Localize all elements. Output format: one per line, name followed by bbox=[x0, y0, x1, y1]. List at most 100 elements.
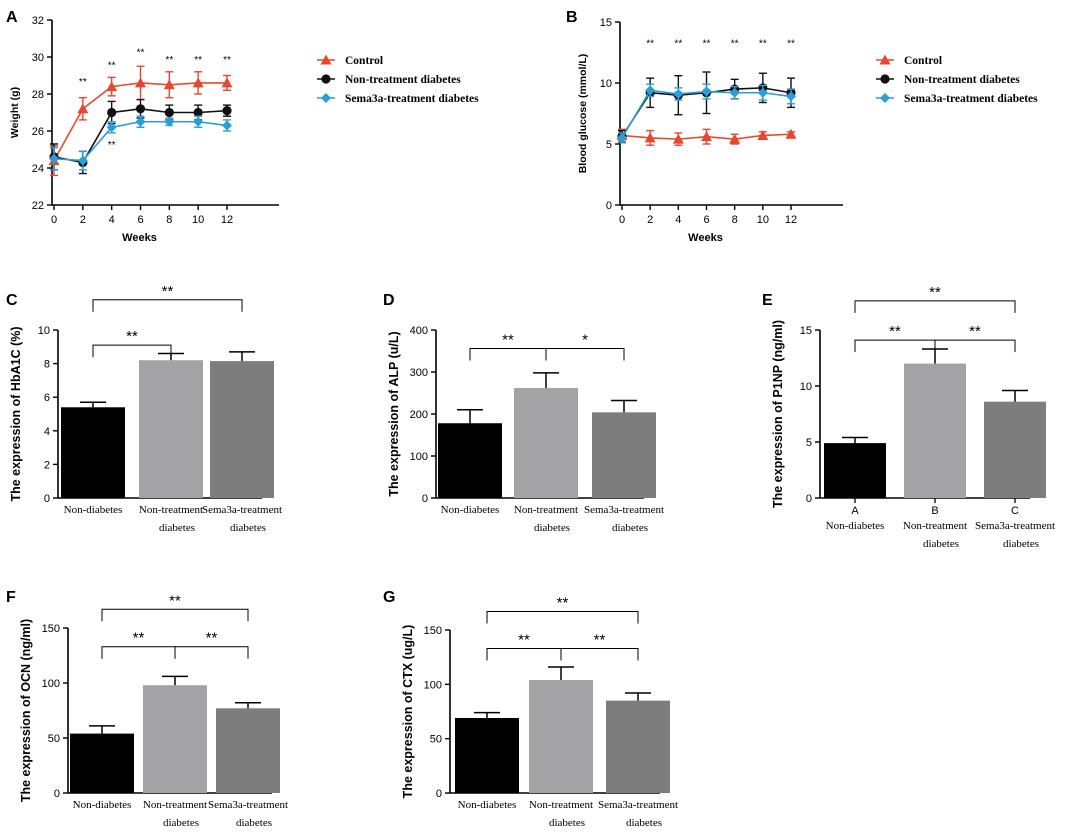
significance-mark: ** bbox=[557, 595, 569, 612]
series-nontreat: Non-treatment diabetes bbox=[617, 71, 1020, 144]
significance-mark: ** bbox=[133, 630, 145, 647]
significance-mark: ** bbox=[194, 55, 202, 66]
significance-mark: ** bbox=[126, 328, 138, 345]
data-point bbox=[757, 87, 768, 98]
bar bbox=[984, 401, 1046, 498]
significance-bracket bbox=[101, 646, 176, 659]
significance-bracket bbox=[854, 339, 936, 353]
y-axis-label: The expression of HbA1C (%) bbox=[9, 326, 23, 501]
y-tick-label: 4 bbox=[44, 426, 50, 438]
x-tick-label: 2 bbox=[647, 214, 653, 226]
category-tick-letter: A bbox=[851, 505, 859, 517]
y-tick-label: 10 bbox=[38, 325, 50, 337]
series-sema: Sema3a-treatment diabetes bbox=[617, 83, 1038, 144]
legend-label: Control bbox=[345, 55, 383, 67]
significance-bracket bbox=[545, 347, 625, 361]
bar bbox=[514, 387, 578, 498]
significance-mark: ** bbox=[165, 55, 173, 66]
y-tick-label: 10 bbox=[600, 78, 612, 90]
panel-letter: G bbox=[383, 589, 395, 606]
data-point bbox=[701, 86, 712, 97]
y-tick-label: 22 bbox=[32, 200, 44, 212]
y-tick-label: 50 bbox=[48, 733, 60, 745]
y-tick-label: 32 bbox=[32, 15, 44, 27]
bar bbox=[139, 360, 203, 498]
category-label-line2: diabetes bbox=[923, 538, 959, 550]
y-tick-label: 15 bbox=[600, 17, 612, 29]
significance-mark: ** bbox=[518, 631, 530, 648]
significance-mark: ** bbox=[594, 631, 606, 648]
x-tick-label: 12 bbox=[221, 214, 233, 226]
series-control: Control bbox=[48, 54, 383, 177]
legend-marker bbox=[879, 54, 891, 65]
significance-bracket bbox=[486, 647, 562, 661]
data-point bbox=[77, 103, 89, 114]
x-axis-label: Weeks bbox=[688, 232, 723, 244]
category-label-line2: diabetes bbox=[163, 817, 199, 829]
data-point bbox=[757, 129, 769, 140]
bar bbox=[455, 718, 519, 793]
significance-bracket bbox=[934, 339, 1016, 353]
x-tick-label: 10 bbox=[192, 214, 204, 226]
significance-mark: ** bbox=[108, 60, 116, 71]
legend-marker bbox=[321, 93, 331, 103]
significance-mark: ** bbox=[787, 39, 795, 50]
data-point bbox=[644, 132, 656, 143]
category-label: Non-diabetes bbox=[73, 799, 132, 811]
category-label: Sema3a-treatment bbox=[598, 799, 678, 811]
data-point bbox=[729, 133, 741, 144]
category-label: Non-treatment bbox=[143, 799, 207, 811]
y-tick-label: 100 bbox=[410, 451, 428, 463]
significance-bracket bbox=[486, 611, 639, 624]
category-label: Non-treatment bbox=[903, 520, 967, 532]
y-tick-label: 0 bbox=[54, 788, 60, 800]
category-tick-letter: B bbox=[931, 505, 938, 517]
category-label: Non-diabetes bbox=[64, 504, 123, 516]
legend-marker bbox=[320, 54, 332, 65]
y-axis-label: The expression of CTX (ug/L) bbox=[401, 625, 415, 799]
y-tick-label: 0 bbox=[806, 493, 812, 505]
bar bbox=[529, 679, 593, 793]
data-point bbox=[107, 107, 117, 118]
category-label-line2: diabetes bbox=[612, 522, 648, 534]
bar bbox=[824, 443, 886, 498]
x-tick-label: 10 bbox=[757, 214, 769, 226]
panel-letter: A bbox=[6, 9, 18, 26]
data-point bbox=[193, 116, 204, 127]
bar bbox=[61, 407, 125, 498]
category-label-line2: diabetes bbox=[236, 817, 272, 829]
y-tick-label: 100 bbox=[424, 679, 442, 691]
data-point bbox=[729, 87, 740, 98]
y-tick-label: 150 bbox=[42, 623, 60, 635]
data-point bbox=[785, 128, 797, 139]
data-point bbox=[164, 107, 174, 118]
category-label-line2: diabetes bbox=[626, 817, 662, 829]
x-tick-label: 0 bbox=[51, 214, 57, 226]
panel-letter: F bbox=[6, 589, 16, 606]
data-point bbox=[701, 131, 712, 142]
x-tick-label: 8 bbox=[166, 214, 172, 226]
data-point bbox=[617, 132, 627, 143]
significance-mark: ** bbox=[889, 323, 901, 340]
significance-mark: ** bbox=[703, 39, 711, 50]
y-axis-label: The expression of P1NP (ng/ml) bbox=[771, 320, 785, 508]
category-label: Non-diabetes bbox=[441, 504, 500, 516]
panel-letter: B bbox=[566, 9, 578, 26]
category-label-line2: diabetes bbox=[1003, 538, 1039, 550]
category-label-line2: diabetes bbox=[159, 522, 195, 534]
legend-label: Sema3a-treatment diabetes bbox=[904, 93, 1038, 105]
bar bbox=[143, 685, 207, 793]
significance-mark: * bbox=[582, 331, 588, 348]
data-point bbox=[193, 107, 203, 118]
y-tick-label: 150 bbox=[424, 625, 442, 637]
data-point bbox=[106, 81, 118, 92]
panel-d: D 0 100 200 300 400 The expression of ALP (u/L… bbox=[383, 292, 664, 534]
significance-mark: ** bbox=[969, 323, 981, 340]
y-tick-label: 10 bbox=[800, 381, 812, 393]
y-tick-label: 8 bbox=[44, 359, 50, 371]
panel-letter: C bbox=[6, 292, 18, 309]
bar bbox=[904, 363, 966, 498]
bar bbox=[606, 700, 670, 793]
significance-bracket bbox=[92, 344, 172, 358]
